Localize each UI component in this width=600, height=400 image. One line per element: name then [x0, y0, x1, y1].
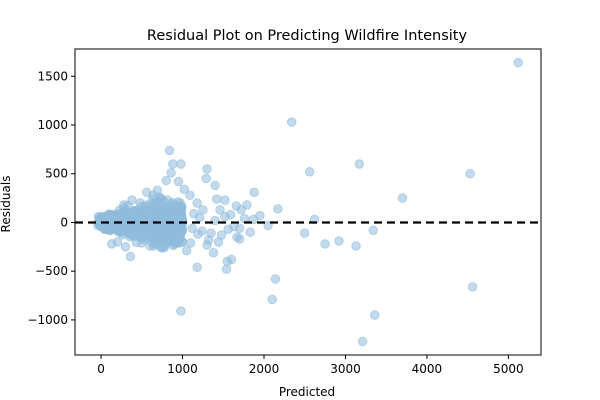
data-point	[198, 205, 208, 215]
data-point	[202, 240, 212, 250]
x-axis: 0 1000 2000 3000 4000 5000	[97, 355, 524, 376]
data-point	[189, 208, 199, 219]
chart-title: Residual Plot on Predicting Wildfire Int…	[147, 28, 468, 44]
data-point	[113, 226, 123, 237]
x-tick-label: 3000	[330, 362, 361, 376]
data-point	[225, 209, 236, 220]
data-point	[185, 238, 196, 248]
data-point	[137, 238, 147, 248]
y-tick-label: 1000	[37, 118, 68, 132]
data-point	[220, 195, 230, 205]
data-point	[177, 237, 188, 247]
data-point	[210, 180, 220, 191]
data-point	[168, 202, 179, 212]
data-point	[215, 205, 225, 215]
data-point	[232, 232, 242, 242]
data-point	[185, 190, 195, 200]
data-point	[249, 187, 259, 198]
data-point	[234, 223, 245, 234]
x-tick-label: 5000	[493, 362, 524, 376]
x-axis-label: Predicted	[279, 385, 335, 399]
data-point	[181, 245, 192, 256]
y-axis-label: Residuals	[0, 176, 13, 233]
data-point	[127, 195, 137, 205]
data-point	[193, 229, 203, 239]
data-point	[161, 175, 171, 186]
data-point	[226, 254, 237, 265]
data-point	[287, 117, 297, 127]
data-point	[119, 200, 129, 210]
data-point	[120, 242, 131, 252]
data-point	[354, 159, 365, 169]
data-point	[397, 193, 408, 203]
data-point	[106, 239, 117, 249]
data-point	[245, 227, 255, 237]
data-point	[202, 164, 212, 174]
data-point	[144, 209, 154, 220]
data-point	[357, 336, 368, 347]
y-tick-label: 1500	[37, 69, 68, 83]
data-point	[304, 167, 315, 177]
data-point	[192, 198, 202, 208]
data-point	[270, 274, 281, 284]
data-point	[467, 282, 478, 292]
data-point	[216, 230, 227, 240]
data-point	[208, 247, 219, 258]
data-point	[179, 184, 189, 195]
data-point	[164, 145, 175, 156]
data-point	[465, 168, 475, 179]
data-point	[334, 236, 344, 246]
data-point	[135, 198, 145, 208]
y-axis: −1000 −500 0 500 1000 1500	[27, 69, 75, 327]
data-point	[166, 168, 176, 178]
data-point	[147, 224, 158, 235]
data-point	[370, 310, 380, 320]
y-tick-label: 0	[60, 215, 68, 229]
data-point	[192, 262, 202, 273]
plot-frame	[74, 48, 542, 356]
x-tick-label: 4000	[412, 362, 443, 376]
plot-area	[74, 48, 542, 356]
data-point	[187, 223, 198, 234]
data-point	[176, 159, 186, 169]
data-point	[135, 225, 145, 236]
data-point	[169, 235, 180, 245]
data-point	[300, 228, 310, 238]
data-point	[267, 294, 277, 305]
data-point	[157, 243, 167, 253]
data-point	[206, 228, 216, 238]
x-tick-label: 1000	[167, 362, 198, 376]
data-point	[242, 200, 252, 210]
data-point	[173, 176, 184, 187]
x-tick-label: 2000	[249, 362, 280, 376]
data-point	[212, 194, 222, 204]
data-point	[351, 241, 361, 251]
data-point	[513, 57, 523, 68]
data-point	[368, 225, 378, 236]
data-point	[320, 239, 330, 249]
y-tick-label: −500	[35, 264, 68, 278]
data-point	[125, 251, 136, 262]
data-point	[176, 306, 186, 316]
data-point	[273, 204, 283, 214]
data-point	[201, 173, 211, 184]
y-tick-label: −1000	[27, 313, 68, 327]
data-point	[141, 187, 152, 198]
data-point	[130, 206, 141, 216]
data-point	[221, 264, 232, 274]
y-tick-label: 500	[45, 167, 68, 181]
data-point	[129, 231, 140, 241]
data-point	[223, 224, 233, 235]
data-point	[145, 241, 155, 251]
data-point	[168, 159, 178, 169]
x-tick-label: 0	[97, 362, 105, 376]
